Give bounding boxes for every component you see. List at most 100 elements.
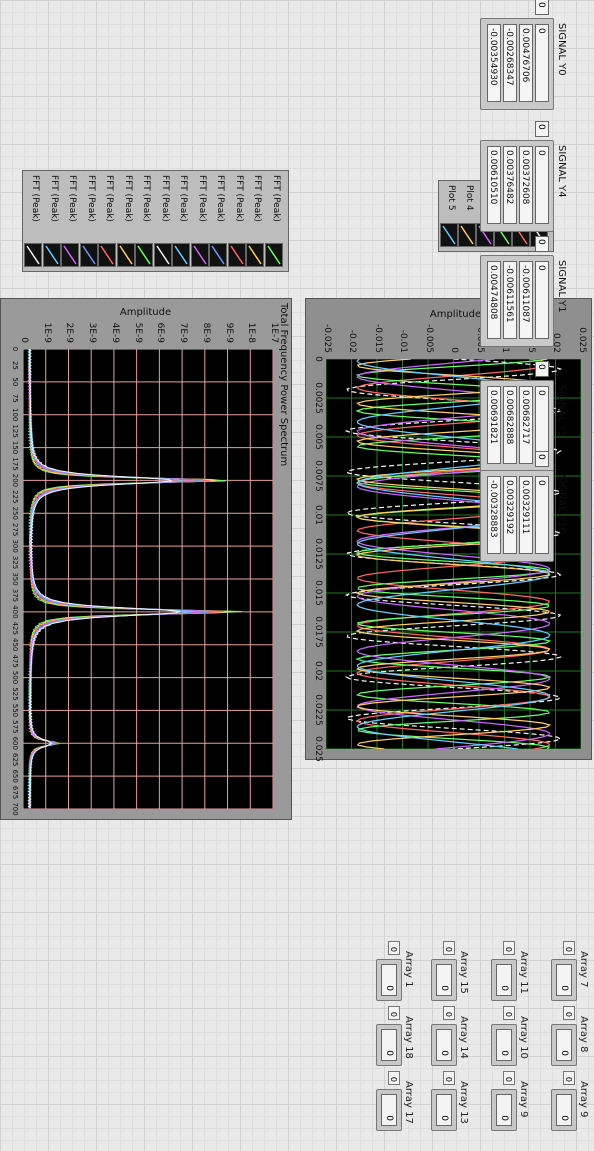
array-element-value: 0 [439, 985, 449, 991]
signal-index[interactable]: 0 [535, 121, 549, 137]
waveform-chart[interactable]: Amplitude 0.0250.020.0150.010.0050-0.005… [305, 298, 592, 762]
spectrum-x-tick: 475 [11, 654, 19, 668]
array-element-box: 0 [491, 1024, 517, 1066]
spectrum-legend-item[interactable]: FFT (Peak) [228, 175, 247, 267]
spectrum-legend-item[interactable]: FFT (Peak) [117, 175, 136, 267]
signal-value: 0.00474808 [487, 261, 501, 339]
array-element[interactable]: 0 [436, 964, 452, 996]
signal-index[interactable]: 0 [535, 0, 549, 15]
array-label: Array 15 [458, 951, 469, 994]
signal-index[interactable]: 0 [535, 236, 549, 252]
array-index[interactable]: 0 [563, 1006, 575, 1020]
array-control[interactable]: Array 17 0 0 [364, 1071, 414, 1141]
array-index[interactable]: 0 [443, 1006, 455, 1020]
array-index[interactable]: 0 [443, 941, 455, 955]
array-element-value: 0 [439, 1115, 449, 1121]
array-index[interactable]: 0 [503, 1071, 515, 1085]
legend-item-label: FFT (Peak) [234, 175, 244, 222]
spectrum-legend-item[interactable]: FFT (Peak) [80, 175, 99, 267]
spectrum-legend-item[interactable]: FFT (Peak) [172, 175, 192, 267]
array-element[interactable]: 0 [556, 1029, 572, 1061]
spectrum-legend-item[interactable]: FFT (Peak) [43, 175, 62, 267]
array-index[interactable]: 0 [443, 1071, 455, 1085]
array-element-box: 0 [376, 1089, 402, 1131]
array-element-value: 0 [499, 1115, 509, 1121]
array-index[interactable]: 0 [503, 1006, 515, 1020]
legend-swatch [209, 243, 228, 267]
signal-index[interactable]: 0 [535, 451, 549, 467]
spectrum-x-tick: 125 [11, 424, 19, 438]
spectrum-x-tick: 75 [11, 393, 19, 403]
spectrum-x-tick: 650 [11, 769, 19, 783]
legend-swatch [154, 243, 172, 267]
array-element[interactable]: 0 [381, 964, 397, 996]
legend-item-label: FFT (Peak) [67, 175, 78, 222]
array-index[interactable]: 0 [388, 941, 400, 955]
array-element[interactable]: 0 [496, 1094, 512, 1126]
array-control[interactable]: Array 15 0 0 [419, 941, 469, 1011]
array-control[interactable]: Array 11 0 0 [479, 941, 529, 1011]
array-element[interactable]: 0 [556, 964, 572, 996]
legend-swatch [98, 243, 117, 267]
spectrum-legend-item[interactable]: FFT (Peak) [154, 175, 173, 267]
array-control[interactable]: Array 14 0 0 [419, 1006, 469, 1076]
array-control[interactable]: Array 13 0 0 [419, 1071, 469, 1141]
signal-value: 0 [535, 476, 549, 554]
spectrum-legend-item[interactable]: FFT (Peak) [265, 175, 284, 267]
array-index[interactable]: 0 [388, 1071, 400, 1085]
spectrum-x-tick: 50 [11, 377, 19, 387]
legend-item-label: FFT (Peak) [252, 175, 263, 222]
legend-swatch [458, 223, 476, 247]
array-element[interactable]: 0 [556, 1094, 572, 1126]
power-spectrum-chart[interactable]: Total Frequency Power Spectrum Amplitude… [0, 298, 292, 820]
spectrum-x-tick: 450 [11, 638, 19, 652]
legend-item-label: FFT (Peak) [123, 175, 133, 222]
signal-value: 0.00682717 [519, 386, 533, 464]
waveform-y-tick: 0.025 [577, 327, 587, 353]
array-index[interactable]: 0 [503, 941, 515, 955]
array-element-box: 0 [551, 1024, 577, 1066]
spectrum-plot-area[interactable] [22, 348, 274, 810]
signal-indicator: SIGNAL Y0 0 0 0.00476706 -0.00268347 -0.00354… [480, 0, 567, 110]
array-index[interactable]: 0 [563, 1071, 575, 1085]
array-element[interactable]: 0 [381, 1029, 397, 1061]
signal-index[interactable]: 0 [535, 361, 549, 377]
spectrum-x-tick: 550 [11, 703, 19, 718]
array-index[interactable]: 0 [388, 1006, 400, 1020]
array-label: Array 9 [518, 1081, 529, 1118]
waveform-legend-item[interactable]: Plot 5 [440, 185, 459, 247]
array-element[interactable]: 0 [496, 964, 512, 996]
array-control[interactable]: Array 18 0 0 [364, 1006, 414, 1076]
signal-value: 0.00376482 [503, 146, 517, 224]
legend-swatch [246, 243, 265, 267]
spectrum-y-tick: 3E-9 [87, 322, 98, 343]
array-label: Array 1 [403, 951, 414, 988]
spectrum-x-tick: 675 [11, 785, 19, 800]
spectrum-legend-item[interactable]: FFT (Peak) [61, 175, 81, 267]
array-element-value: 0 [559, 985, 569, 991]
spectrum-legend-item[interactable]: FFT (Peak) [209, 175, 229, 267]
spectrum-legend-item[interactable]: FFT (Peak) [24, 175, 44, 267]
array-element[interactable]: 0 [381, 1094, 397, 1126]
spectrum-legend-item[interactable]: FFT (Peak) [191, 175, 210, 267]
array-element[interactable]: 0 [436, 1029, 452, 1061]
spectrum-legend-item[interactable]: FFT (Peak) [246, 175, 266, 267]
waveform-plot-area[interactable] [325, 358, 582, 750]
spectrum-legend-item[interactable]: FFT (Peak) [98, 175, 118, 267]
spectrum-legend[interactable]: FFT (Peak) FFT (Peak) FFT (Peak) FFT (Peak)… [22, 170, 289, 272]
array-element[interactable]: 0 [436, 1094, 452, 1126]
waveform-legend-item[interactable]: Plot 4 [458, 185, 477, 247]
array-element[interactable]: 0 [496, 1029, 512, 1061]
waveform-x-tick: 0.0075 [313, 460, 323, 492]
array-index[interactable]: 0 [563, 941, 575, 955]
spectrum-y-tick: 0 [19, 337, 29, 343]
array-control[interactable]: Array 10 0 0 [479, 1006, 529, 1076]
array-label: Array 13 [458, 1081, 469, 1124]
spectrum-legend-item[interactable]: FFT (Peak) [135, 175, 155, 267]
waveform-y-tick: -0.005 [424, 323, 434, 353]
